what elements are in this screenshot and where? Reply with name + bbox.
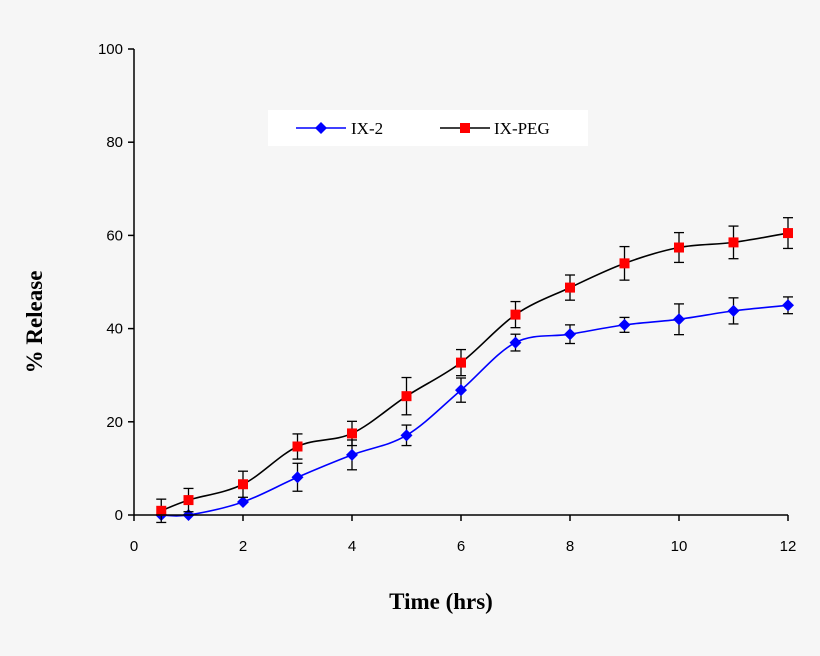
plot-area bbox=[155, 217, 794, 524]
data-point-ixpeg bbox=[510, 309, 521, 320]
data-point-ixpeg bbox=[347, 428, 357, 439]
legend-label-ixpeg: IX-PEG bbox=[494, 119, 550, 138]
y-tick-label: 80 bbox=[106, 134, 123, 151]
data-point-ixpeg bbox=[238, 479, 248, 490]
series-line-ixpeg bbox=[160, 232, 789, 512]
data-point-ix2 bbox=[346, 448, 358, 461]
data-point-ix2 bbox=[455, 384, 467, 397]
x-tick-label: 4 bbox=[348, 538, 356, 555]
x-axis-title: Time (hrs) bbox=[389, 589, 493, 614]
x-tick-label: 10 bbox=[671, 538, 688, 555]
data-point-ixpeg bbox=[674, 242, 684, 253]
legend-marker-ixpeg-icon bbox=[460, 123, 470, 133]
axes: 0 20 40 60 80 100 0 2 4 6 8 10 12 bbox=[98, 41, 796, 555]
y-tick-label: 0 bbox=[115, 507, 123, 524]
data-point-ixpeg bbox=[728, 237, 739, 248]
x-tick-label: 2 bbox=[239, 538, 247, 555]
data-point-ix2 bbox=[291, 471, 304, 484]
data-point-ixpeg bbox=[783, 228, 793, 239]
y-tick-label: 60 bbox=[106, 227, 123, 244]
data-point-ixpeg bbox=[292, 441, 303, 452]
legend: IX-2 IX-PEG bbox=[268, 110, 588, 146]
x-tick-label: 8 bbox=[566, 538, 574, 555]
series-line-ix2 bbox=[161, 304, 789, 517]
data-point-ix2 bbox=[237, 495, 249, 508]
data-point-ix2 bbox=[727, 304, 740, 317]
legend-marker-ix2-icon bbox=[315, 122, 327, 134]
y-axis-title: % Release bbox=[22, 271, 47, 374]
y-tick-label: 20 bbox=[106, 414, 123, 431]
data-point-ixpeg bbox=[156, 505, 167, 516]
data-point-ix2 bbox=[400, 429, 413, 442]
x-tick-label: 12 bbox=[780, 538, 797, 555]
data-point-ixpeg bbox=[619, 258, 630, 269]
data-point-ixpeg bbox=[565, 282, 575, 293]
x-tick-label: 0 bbox=[130, 538, 138, 555]
data-point-ixpeg bbox=[456, 357, 466, 368]
y-tick-label: 40 bbox=[106, 321, 123, 338]
data-point-ixpeg bbox=[183, 495, 194, 506]
data-point-ixpeg bbox=[401, 391, 412, 402]
legend-label-ix2: IX-2 bbox=[351, 119, 383, 138]
x-tick-label: 6 bbox=[457, 538, 465, 555]
data-point-ix2 bbox=[782, 299, 794, 312]
data-point-ix2 bbox=[564, 328, 576, 341]
y-tick-label: 100 bbox=[98, 41, 123, 58]
data-point-ix2 bbox=[673, 313, 685, 326]
data-point-ix2 bbox=[618, 318, 631, 331]
data-point-ix2 bbox=[509, 336, 522, 349]
